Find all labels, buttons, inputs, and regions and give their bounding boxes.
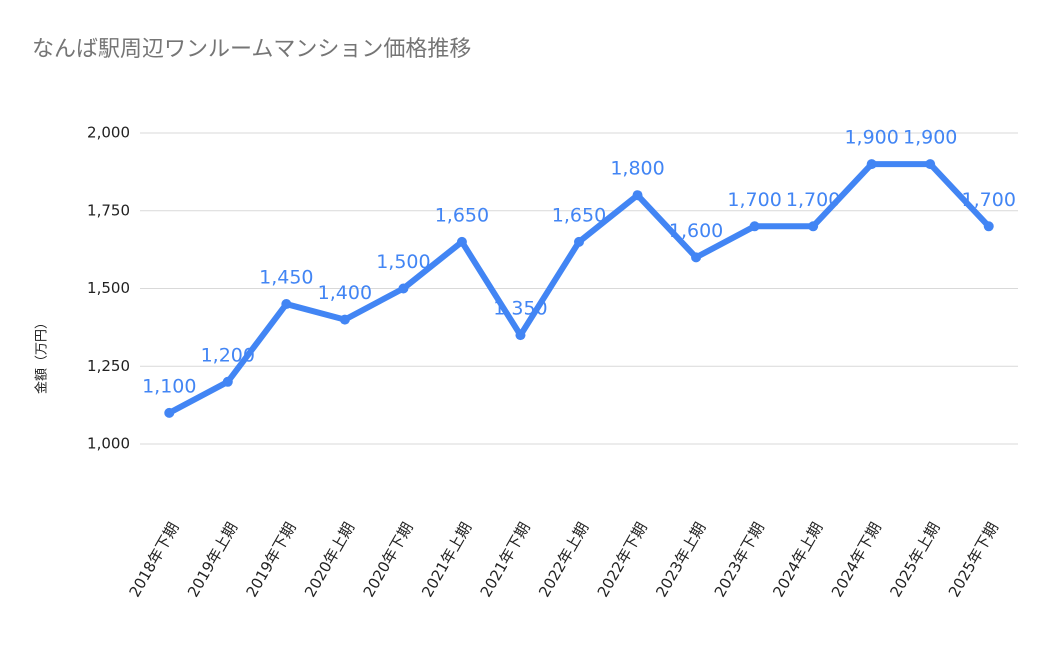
data-label: 1,350 <box>493 298 547 320</box>
data-label: 1,900 <box>844 127 898 149</box>
data-label: 1,650 <box>552 204 606 226</box>
data-label: 1,900 <box>903 127 957 149</box>
data-point <box>983 221 994 232</box>
data-point <box>339 314 350 325</box>
y-tick-label: 2,000 <box>87 124 130 142</box>
data-label: 1,800 <box>610 158 664 180</box>
data-point <box>866 159 877 170</box>
y-axis-label: 金額（万円） <box>34 316 50 394</box>
data-point <box>808 221 819 232</box>
chart-title: なんば駅周辺ワンルームマンション価格推移 <box>32 37 471 62</box>
y-tick-label: 1,000 <box>87 435 130 453</box>
data-label: 1,650 <box>435 204 489 226</box>
data-label: 1,600 <box>669 220 723 242</box>
data-point <box>515 330 526 341</box>
data-point <box>691 252 702 263</box>
data-point <box>164 407 175 418</box>
data-label: 1,450 <box>259 267 313 289</box>
data-label: 1,700 <box>727 189 781 211</box>
data-label: 1,500 <box>376 251 430 273</box>
y-tick-label: 1,250 <box>87 357 130 375</box>
data-point <box>398 283 409 294</box>
data-label: 1,700 <box>962 189 1016 211</box>
data-point <box>281 299 292 310</box>
data-point <box>749 221 760 232</box>
data-point <box>925 159 936 170</box>
data-label: 1,100 <box>142 375 196 397</box>
y-tick-label: 1,500 <box>87 279 130 297</box>
data-label: 1,200 <box>201 344 255 366</box>
data-point <box>222 376 233 387</box>
data-point <box>574 236 584 247</box>
data-label: 1,400 <box>318 282 372 304</box>
data-label: 1,700 <box>786 189 840 211</box>
data-point <box>632 190 643 201</box>
y-tick-label: 1,750 <box>87 201 130 219</box>
data-point <box>456 236 467 247</box>
